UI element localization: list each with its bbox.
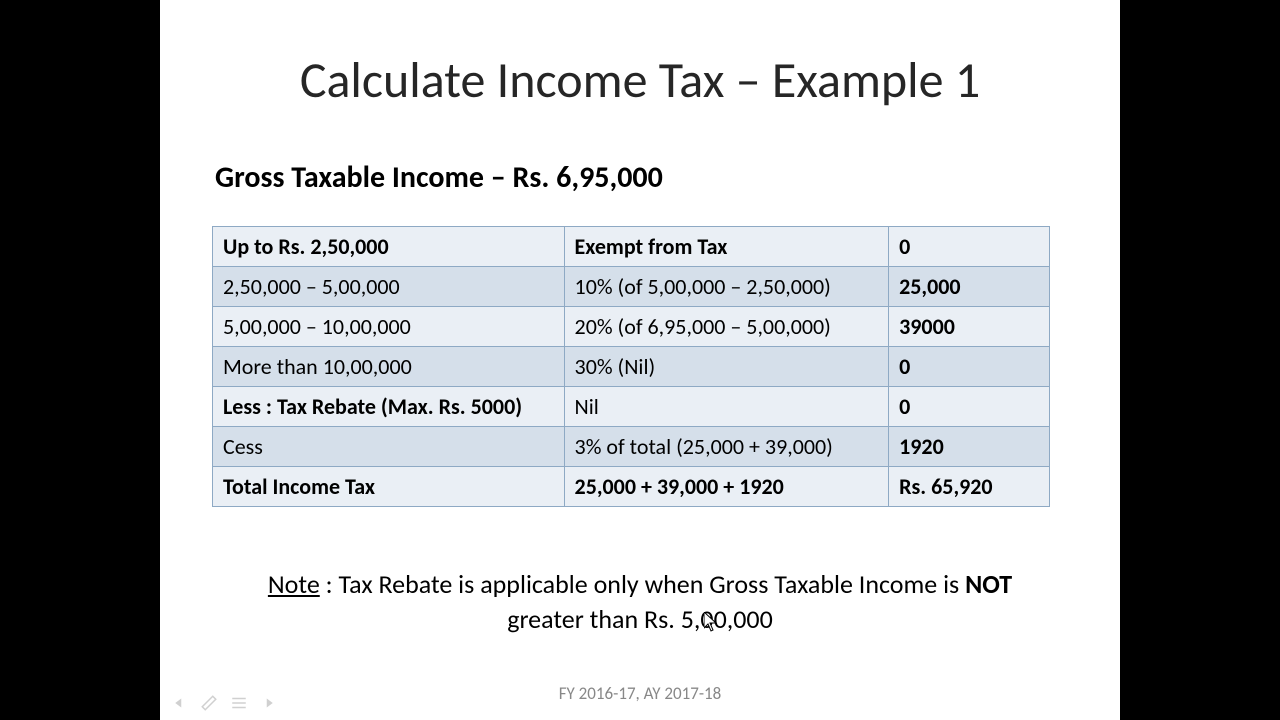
cell-slab: 2,50,000 – 5,00,000 bbox=[213, 267, 565, 307]
cell-amount: Rs. 65,920 bbox=[889, 467, 1050, 507]
slide-footer: FY 2016-17, AY 2017-18 bbox=[160, 683, 1120, 704]
cell-calc: 10% (of 5,00,000 – 2,50,000) bbox=[564, 267, 889, 307]
note-before: : Tax Rebate is applicable only when Gro… bbox=[320, 568, 965, 600]
presentation-slide: Calculate Income Tax – Example 1 Gross T… bbox=[160, 0, 1120, 720]
cell-slab: Up to Rs. 2,50,000 bbox=[213, 227, 565, 267]
cell-amount: 39000 bbox=[889, 307, 1050, 347]
table-row: Total Income Tax25,000 + 39,000 + 1920Rs… bbox=[213, 467, 1050, 507]
cell-slab: More than 10,00,000 bbox=[213, 347, 565, 387]
cell-calc: 3% of total (25,000 + 39,000) bbox=[564, 427, 889, 467]
note-after: greater than Rs. 5,00,000 bbox=[507, 603, 773, 635]
cell-slab: Total Income Tax bbox=[213, 467, 565, 507]
slide-title: Calculate Income Tax – Example 1 bbox=[210, 50, 1070, 111]
table-row: More than 10,00,00030% (Nil)0 bbox=[213, 347, 1050, 387]
cell-slab: 5,00,000 – 10,00,000 bbox=[213, 307, 565, 347]
cell-calc: Nil bbox=[564, 387, 889, 427]
table-row: 2,50,000 – 5,00,00010% (of 5,00,000 – 2,… bbox=[213, 267, 1050, 307]
cell-calc: 30% (Nil) bbox=[564, 347, 889, 387]
cell-amount: 0 bbox=[889, 347, 1050, 387]
menu-icon[interactable] bbox=[230, 694, 248, 712]
note-text: Note : Tax Rebate is applicable only whe… bbox=[210, 567, 1070, 637]
cell-amount: 1920 bbox=[889, 427, 1050, 467]
table-row: 5,00,000 – 10,00,00020% (of 6,95,000 – 5… bbox=[213, 307, 1050, 347]
cell-amount: 0 bbox=[889, 387, 1050, 427]
cell-slab: Less : Tax Rebate (Max. Rs. 5000) bbox=[213, 387, 565, 427]
table-row: Less : Tax Rebate (Max. Rs. 5000)Nil0 bbox=[213, 387, 1050, 427]
cell-slab: Cess bbox=[213, 427, 565, 467]
next-slide-icon[interactable] bbox=[260, 694, 278, 712]
note-emphasis: NOT bbox=[965, 568, 1012, 600]
slide-subtitle: Gross Taxable Income – Rs. 6,95,000 bbox=[215, 159, 1070, 196]
pen-icon[interactable] bbox=[200, 694, 218, 712]
cell-calc: 25,000 + 39,000 + 1920 bbox=[564, 467, 889, 507]
tax-calculation-table: Up to Rs. 2,50,000Exempt from Tax02,50,0… bbox=[212, 226, 1050, 507]
cell-calc: 20% (of 6,95,000 – 5,00,000) bbox=[564, 307, 889, 347]
slideshow-nav-controls bbox=[170, 694, 278, 712]
cell-amount: 25,000 bbox=[889, 267, 1050, 307]
cell-amount: 0 bbox=[889, 227, 1050, 267]
cell-calc: Exempt from Tax bbox=[564, 227, 889, 267]
table-row: Cess3% of total (25,000 + 39,000)1920 bbox=[213, 427, 1050, 467]
table-row: Up to Rs. 2,50,000Exempt from Tax0 bbox=[213, 227, 1050, 267]
note-label: Note bbox=[268, 568, 320, 600]
prev-slide-icon[interactable] bbox=[170, 694, 188, 712]
